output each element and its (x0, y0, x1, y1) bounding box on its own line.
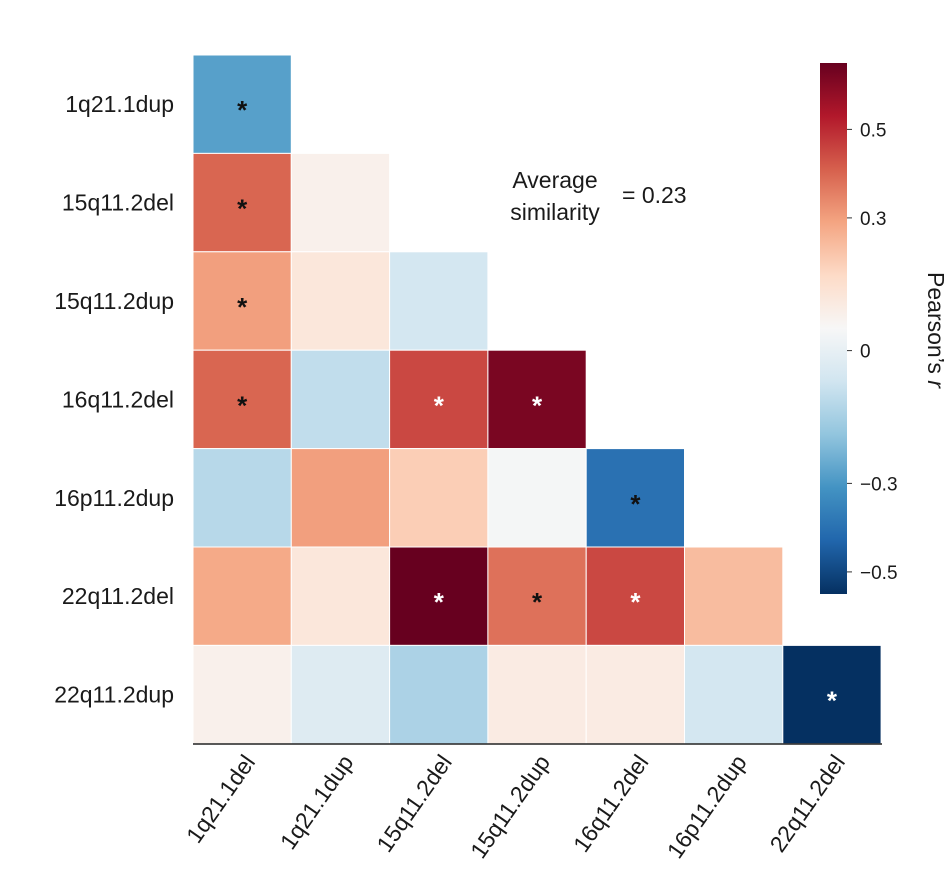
cell-22q11.2del-16q11.2del (585, 546, 686, 646)
colorbar-title-italic: r (923, 380, 949, 389)
cell-22q11.2del-1q21.1del (192, 546, 292, 646)
annotation-line-1: Average (512, 167, 597, 193)
significance-star: * (434, 587, 445, 617)
column-label: 16p11.2dup (662, 750, 752, 863)
row-label: 22q11.2del (62, 583, 174, 609)
cell-16p11.2dup-1q21.1dup (290, 448, 391, 548)
cell-22q11.2dup-22q11.2del (782, 644, 882, 745)
cell-22q11.2dup-15q11.2del (389, 644, 489, 745)
colorbar-tick-label: 0 (860, 342, 871, 363)
row-label: 22q11.2dup (54, 682, 174, 708)
significance-star: * (434, 390, 445, 420)
cell-22q11.2del-16p11.2dup (684, 546, 784, 646)
row-label: 16q11.2del (62, 386, 174, 412)
annotation-value: = 0.23 (622, 182, 687, 208)
cell-16p11.2dup-15q11.2del (389, 448, 489, 548)
heatmap-cells (192, 54, 882, 745)
annotation-line-2: similarity (510, 199, 600, 225)
cell-22q11.2del-1q21.1dup (290, 546, 391, 646)
cell-22q11.2dup-1q21.1del (192, 644, 292, 745)
significance-star: * (237, 194, 248, 224)
colorbar-tick-label: −0.5 (860, 563, 898, 584)
cell-15q11.2dup-1q21.1dup (290, 251, 391, 351)
significance-star: * (532, 390, 543, 420)
row-label: 1q21.1dup (65, 91, 174, 117)
column-label: 1q21.1dup (275, 750, 359, 854)
significance-star: * (630, 587, 641, 617)
column-label: 15q11.2dup (465, 750, 555, 863)
cell-22q11.2del-15q11.2dup (487, 546, 587, 646)
cell-16q11.2del-15q11.2dup (487, 349, 587, 450)
significance-star: * (237, 292, 248, 322)
column-labels: 1q21.1del 1q21.1dup 15q11.2del 15q11.2dup 16… (181, 750, 850, 863)
cell-16p11.2dup-15q11.2dup (487, 448, 587, 548)
significance-markers: * * * * * * * * * * * (237, 95, 838, 715)
column-label: 16q11.2del (568, 750, 654, 857)
colorbar-ticks: 0.5 0.3 0 −0.3 −0.5 (847, 120, 898, 584)
column-label: 15q11.2del (371, 750, 457, 857)
cell-22q11.2dup-16q11.2del (585, 644, 686, 745)
colorbar-tick-label: 0.3 (860, 209, 886, 230)
colorbar-title-main: Pearson’s (923, 272, 949, 374)
cell-16p11.2dup-16q11.2del (585, 448, 686, 548)
colorbar-gradient (820, 63, 847, 594)
column-label: 1q21.1del (181, 750, 260, 848)
cell-16q11.2del-1q21.1dup (290, 349, 391, 450)
row-label: 15q11.2dup (54, 288, 174, 314)
colorbar: 0.5 0.3 0 −0.3 −0.5 Pearson’s r (820, 63, 949, 594)
row-label: 15q11.2del (62, 190, 174, 216)
cell-22q11.2dup-16p11.2dup (684, 644, 784, 745)
cell-15q11.2dup-1q21.1del (192, 251, 292, 351)
cell-1q21.1dup-1q21.1del (192, 54, 292, 154)
cell-15q11.2del-1q21.1dup (290, 152, 391, 253)
significance-star: * (630, 489, 641, 519)
column-label: 22q11.2del (764, 750, 850, 857)
cell-22q11.2dup-15q11.2dup (487, 644, 587, 745)
cell-22q11.2dup-1q21.1dup (290, 644, 391, 745)
cell-22q11.2del-15q11.2del (389, 546, 489, 646)
row-labels: 1q21.1dup 15q11.2del 15q11.2dup 16q11.2del 1… (54, 91, 174, 707)
average-similarity-annotation: Average similarity = 0.23 (510, 167, 686, 225)
significance-star: * (237, 95, 248, 125)
significance-star: * (237, 390, 248, 420)
cell-15q11.2del-1q21.1del (192, 152, 292, 253)
colorbar-title: Pearson’s r (923, 272, 949, 389)
row-label: 16p11.2dup (54, 485, 174, 511)
significance-star: * (827, 686, 838, 716)
cell-16p11.2dup-1q21.1del (192, 448, 292, 548)
colorbar-tick-label: −0.3 (860, 474, 898, 495)
colorbar-tick-label: 0.5 (860, 120, 886, 141)
significance-star: * (532, 587, 543, 617)
cell-15q11.2dup-15q11.2del (389, 251, 489, 351)
